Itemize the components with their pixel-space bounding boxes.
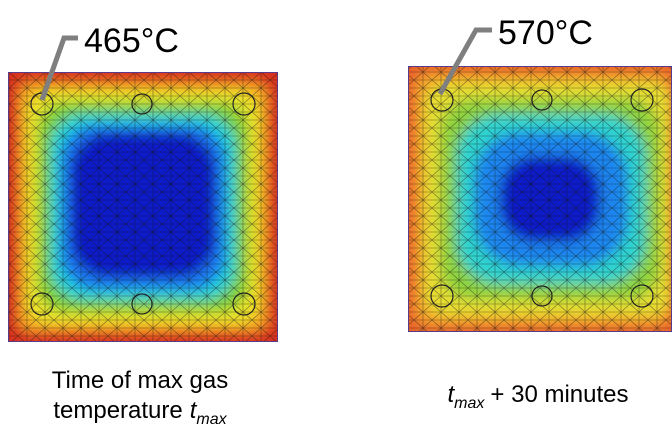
temperature-label: 570°C	[498, 14, 593, 52]
caption-subscript: max	[454, 395, 485, 412]
leader-line	[39, 35, 78, 101]
caption-text: + 30 minutes	[490, 381, 628, 408]
contour-left	[8, 72, 278, 342]
caption-subscript: max	[196, 411, 227, 428]
caption-text: temperature	[53, 397, 182, 424]
contour-right	[408, 66, 672, 332]
caption: temperature tmax	[53, 397, 227, 428]
caption: Time of max gas	[52, 367, 229, 394]
caption-symbol: t	[448, 381, 456, 408]
caption: tmax + 30 minutes	[448, 381, 629, 412]
temperature-label: 465°C	[84, 22, 179, 60]
leader-line	[437, 27, 492, 96]
caption-symbol: t	[190, 397, 198, 424]
